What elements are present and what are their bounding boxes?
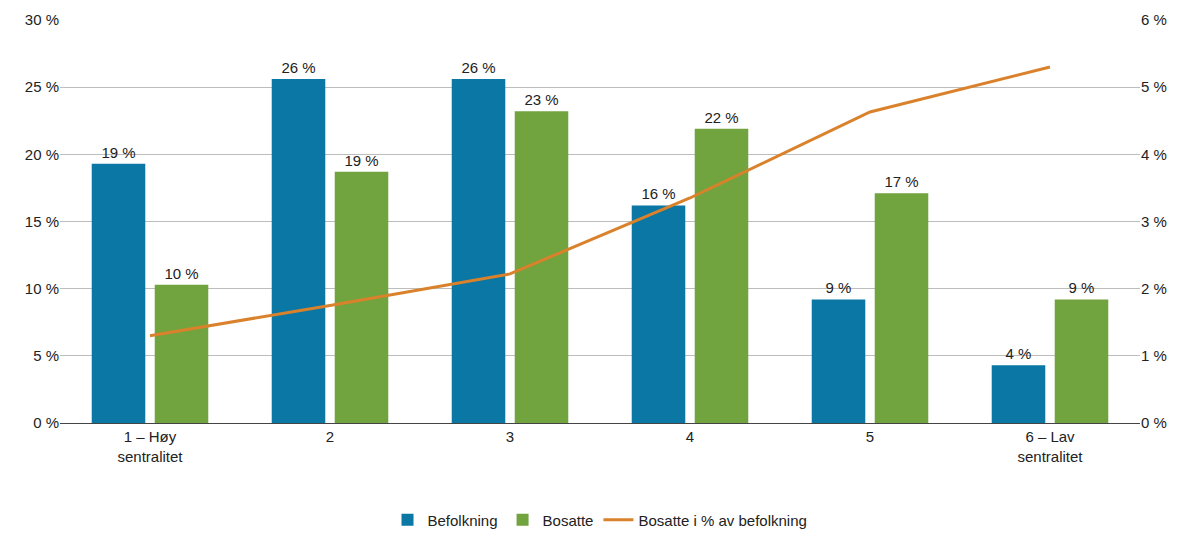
svg-text:16 %: 16 % — [641, 185, 675, 202]
svg-text:15 %: 15 % — [25, 213, 59, 230]
svg-text:4: 4 — [686, 428, 694, 445]
svg-text:17 %: 17 % — [884, 173, 918, 190]
svg-text:5 %: 5 % — [33, 347, 59, 364]
svg-text:2 %: 2 % — [1141, 280, 1167, 297]
svg-text:19 %: 19 % — [344, 152, 378, 169]
svg-text:3: 3 — [506, 428, 514, 445]
svg-text:10 %: 10 % — [25, 280, 59, 297]
svg-text:30 %: 30 % — [25, 11, 59, 28]
svg-text:20 %: 20 % — [25, 146, 59, 163]
svg-text:Bosatte i % av befolkning: Bosatte i % av befolkning — [638, 512, 806, 529]
svg-text:10 %: 10 % — [164, 265, 198, 282]
svg-text:26 %: 26 % — [461, 59, 495, 76]
svg-text:Befolkning: Befolkning — [428, 512, 498, 529]
svg-text:22 %: 22 % — [704, 109, 738, 126]
svg-text:5 %: 5 % — [1141, 78, 1167, 95]
svg-text:6 – Lavsentralitet: 6 – Lavsentralitet — [1017, 428, 1083, 465]
svg-text:19 %: 19 % — [101, 144, 135, 161]
svg-text:6 %: 6 % — [1141, 11, 1167, 28]
svg-text:23 %: 23 % — [524, 91, 558, 108]
svg-text:26 %: 26 % — [281, 59, 315, 76]
svg-text:Bosatte: Bosatte — [543, 512, 594, 529]
svg-text:25 %: 25 % — [25, 78, 59, 95]
svg-text:4 %: 4 % — [1141, 146, 1167, 163]
svg-text:3 %: 3 % — [1141, 213, 1167, 230]
svg-text:0 %: 0 % — [33, 414, 59, 431]
svg-text:5: 5 — [866, 428, 874, 445]
svg-text:9 %: 9 % — [1069, 279, 1095, 296]
svg-text:9 %: 9 % — [826, 279, 852, 296]
svg-text:2: 2 — [326, 428, 334, 445]
svg-text:0 %: 0 % — [1141, 414, 1167, 431]
svg-text:1 %: 1 % — [1141, 347, 1167, 364]
svg-text:4 %: 4 % — [1006, 345, 1032, 362]
svg-text:1 – Høysentralitet: 1 – Høysentralitet — [117, 428, 183, 465]
